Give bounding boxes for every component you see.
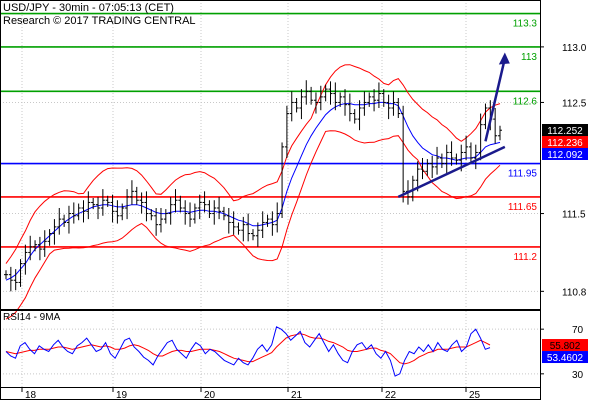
level-label: 113 bbox=[521, 52, 537, 63]
rsi-label-text: 53.4602 bbox=[547, 353, 584, 364]
rsi-ma-line bbox=[5, 333, 491, 365]
price-label-box bbox=[542, 124, 588, 136]
level-label: 111.95 bbox=[508, 169, 538, 180]
x-tick-label: 21 bbox=[291, 390, 303, 400]
rsi-panel-frame bbox=[0, 310, 541, 388]
x-tick-label: 25 bbox=[469, 390, 481, 400]
price-panel-frame bbox=[0, 0, 541, 310]
y-tick-label: 111.5 bbox=[562, 210, 586, 221]
x-tick-label: 18 bbox=[25, 390, 37, 400]
rsi-label-text: 55.802 bbox=[550, 341, 581, 352]
y-tick-label: 110.8 bbox=[562, 287, 587, 298]
projection-arrow-shaft bbox=[484, 58, 507, 142]
price-label-text: 112.092 bbox=[547, 150, 583, 161]
rsi-series bbox=[5, 326, 491, 377]
rsi-line bbox=[5, 326, 491, 377]
rsi-label-box bbox=[542, 339, 588, 352]
level-label: 111.2 bbox=[513, 252, 537, 263]
level-label: 113.3 bbox=[513, 19, 538, 30]
chart-copyright: Research © 2017 TRADING CENTRAL bbox=[3, 15, 196, 27]
level-label: 112.6 bbox=[513, 96, 538, 107]
projection-arrow-head bbox=[498, 52, 510, 65]
support-resistance-levels: 113.3 113 112.6 111.95 111.65 111.2 bbox=[0, 12, 540, 263]
x-tick-label: 20 bbox=[204, 390, 216, 400]
rsi-title: RSI14 - 9MA bbox=[3, 312, 61, 323]
level-label: 111.65 bbox=[508, 202, 538, 213]
trend-line bbox=[397, 145, 506, 199]
y-tick-label: 112.5 bbox=[562, 98, 587, 109]
price-label-box bbox=[542, 148, 588, 160]
rsi-y-tick-label: 30 bbox=[572, 370, 584, 381]
moving-average-line bbox=[5, 101, 501, 281]
x-tick-label: 22 bbox=[385, 390, 397, 400]
rsi-label-box bbox=[542, 351, 588, 364]
price-label-text: 112.252 bbox=[547, 126, 583, 137]
y-tick-label: 113.0 bbox=[562, 43, 587, 54]
chart-title: USD/JPY - 30min - 07:05:13 (CET) bbox=[3, 2, 174, 14]
rsi-grid bbox=[0, 311, 540, 387]
rsi-y-tick-label: 70 bbox=[572, 325, 584, 336]
lower-band-line bbox=[5, 130, 501, 320]
price-label-text: 112.236 bbox=[547, 138, 583, 149]
time-axis-frame bbox=[0, 387, 541, 400]
price-series bbox=[4, 52, 510, 320]
upper-band-line bbox=[5, 64, 501, 264]
price-label-box bbox=[542, 136, 588, 148]
x-tick-label: 19 bbox=[116, 390, 128, 400]
